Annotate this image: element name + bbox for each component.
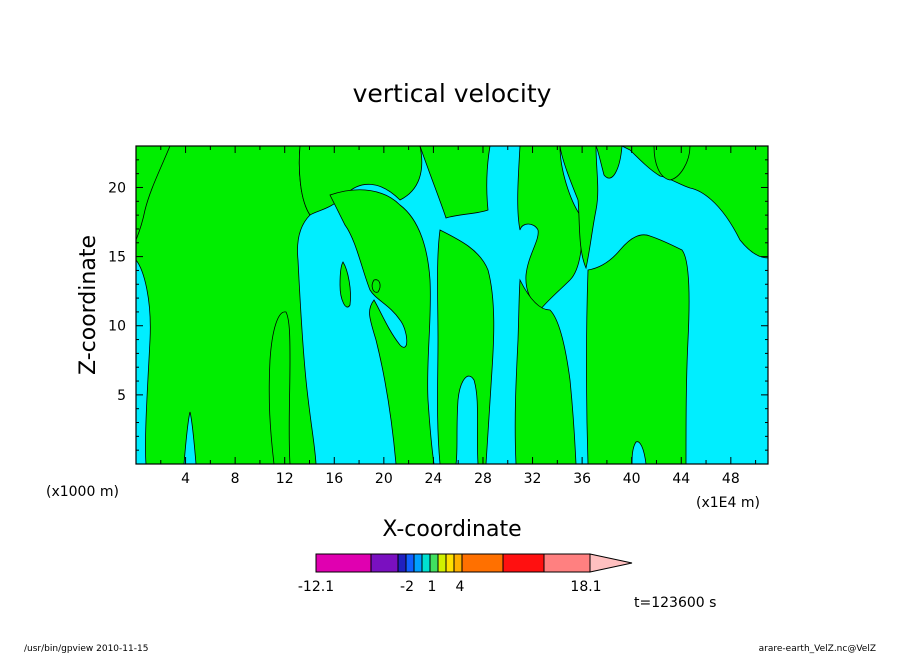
positive-region-strip-24 bbox=[419, 145, 491, 219]
colorbar-segment bbox=[502, 553, 545, 573]
x-tick-label: 48 bbox=[722, 471, 740, 487]
footer-left: /usr/bin/gpview 2010-11-15 bbox=[24, 644, 148, 654]
colorbar-label: 4 bbox=[456, 579, 465, 595]
positive-region-center bbox=[329, 189, 435, 465]
y-tick-label: 20 bbox=[108, 180, 126, 196]
x-tick-label: 8 bbox=[231, 471, 240, 487]
chart-title: vertical velocity bbox=[353, 79, 552, 108]
colorbar-segment bbox=[413, 553, 423, 573]
positive-region-top-right-inner bbox=[559, 145, 599, 270]
colorbar-segment bbox=[429, 553, 439, 573]
positive-region-top-lump bbox=[653, 145, 691, 181]
footer-right: arare-earth_VelZ.nc@VelZ bbox=[759, 644, 876, 654]
positive-region-strip-26 bbox=[437, 229, 495, 465]
colorbar-segment bbox=[543, 553, 591, 573]
plot-frame bbox=[135, 145, 769, 465]
x-tick-label: 44 bbox=[672, 471, 690, 487]
y-tick-label: 5 bbox=[117, 388, 126, 404]
x-tick-label: 16 bbox=[325, 471, 343, 487]
time-label: t=123600 s bbox=[634, 595, 716, 611]
positive-region-top-left bbox=[135, 145, 171, 241]
x-axis: 4 8 12 16 20 24 28 32 36 40 44 48 bbox=[160, 146, 757, 487]
colorbar-label: -12.1 bbox=[298, 579, 334, 595]
x-axis-label: X-coordinate bbox=[382, 517, 521, 542]
positive-regions bbox=[135, 145, 769, 465]
positive-region-right bbox=[586, 234, 690, 465]
colorbar-segment bbox=[370, 553, 399, 573]
positive-region-top-right bbox=[580, 145, 769, 259]
colorbar-arrow bbox=[589, 553, 633, 573]
positive-region-left bbox=[135, 145, 317, 465]
y-axis-label: Z-coordinate bbox=[76, 235, 101, 375]
x-tick-label: 4 bbox=[181, 471, 190, 487]
x-tick-label: 20 bbox=[375, 471, 393, 487]
colorbar-segment bbox=[453, 553, 463, 573]
colorbar-label: 18.1 bbox=[570, 579, 601, 595]
positive-region-patch-b bbox=[371, 279, 381, 293]
colorbar-segment bbox=[461, 553, 504, 573]
colorbar-segment bbox=[445, 553, 455, 573]
positive-region-strip-33 bbox=[514, 278, 577, 465]
positive-region-patch-a bbox=[339, 261, 351, 308]
colorbar-segment bbox=[315, 553, 372, 573]
x-tick-label: 32 bbox=[524, 471, 542, 487]
colorbar bbox=[315, 553, 633, 573]
x-unit-left: (x1000 m) bbox=[46, 484, 119, 500]
x-unit-right: (x1E4 m) bbox=[696, 495, 760, 511]
colorbar-labels: -12.1 -2 1 4 18.1 bbox=[298, 579, 602, 595]
colorbar-segment bbox=[437, 553, 447, 573]
x-tick-label: 28 bbox=[474, 471, 492, 487]
colorbar-label: 1 bbox=[428, 579, 437, 595]
y-tick-label: 15 bbox=[108, 250, 126, 266]
y-axis: 5 10 15 20 bbox=[108, 159, 768, 451]
y-tick-label: 10 bbox=[108, 319, 126, 335]
x-tick-label: 24 bbox=[424, 471, 442, 487]
x-tick-label: 40 bbox=[623, 471, 641, 487]
colorbar-label: -2 bbox=[400, 579, 414, 595]
x-tick-label: 36 bbox=[573, 471, 591, 487]
colorbar-segment bbox=[397, 553, 407, 573]
colorbar-segment bbox=[421, 553, 431, 573]
x-tick-label: 12 bbox=[276, 471, 294, 487]
colorbar-segment bbox=[405, 553, 415, 573]
